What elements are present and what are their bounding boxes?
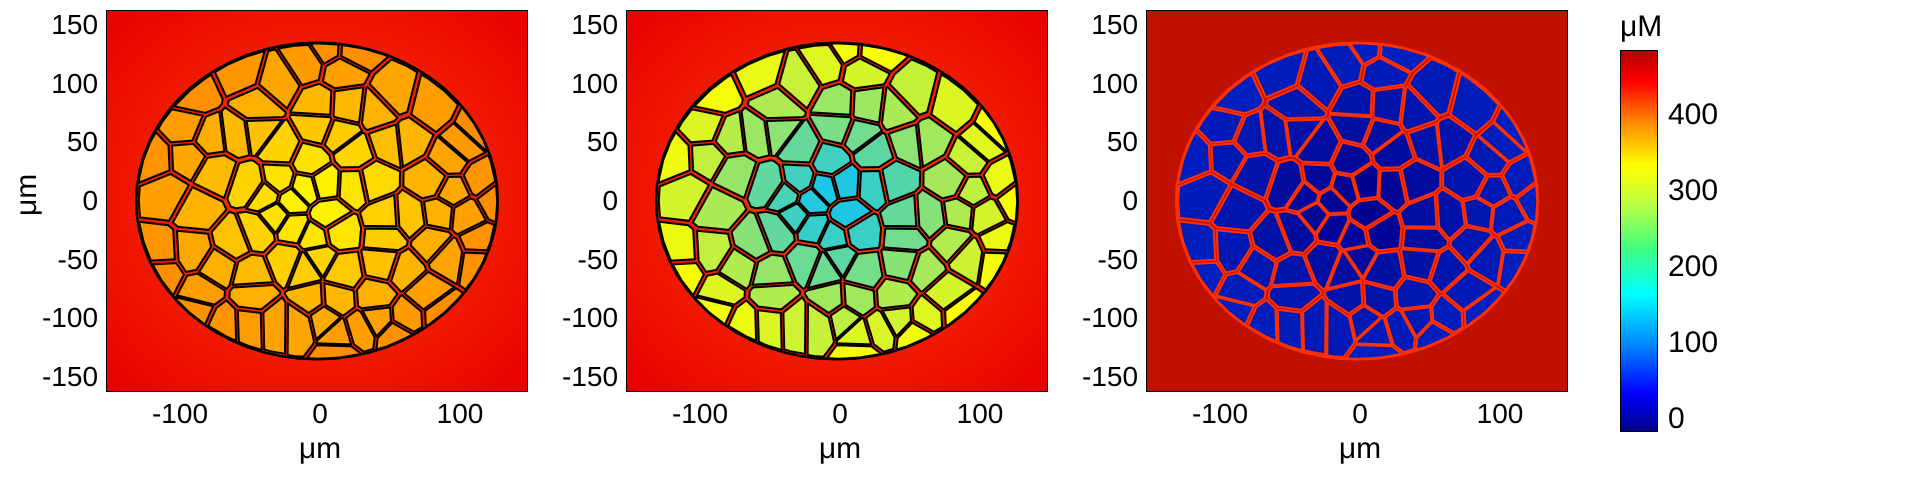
ytick: 0 bbox=[42, 187, 98, 215]
x-axis-ticks: -100 0 100 bbox=[1150, 398, 1570, 430]
cb-tick: 100 bbox=[1668, 328, 1718, 358]
x-axis-label: μm bbox=[819, 432, 861, 466]
ytick: -100 bbox=[1082, 304, 1138, 332]
plot-area bbox=[626, 10, 1048, 392]
ytick: 100 bbox=[1082, 70, 1138, 98]
colorbar-gradient bbox=[1620, 50, 1658, 432]
cb-tick: 300 bbox=[1668, 176, 1718, 206]
voronoi-svg bbox=[107, 11, 527, 391]
xtick: 0 bbox=[770, 398, 910, 430]
ytick: -50 bbox=[42, 246, 98, 274]
panel-3: 150 100 50 0 -50 -100 -150 -100 0 100 μm bbox=[1080, 10, 1570, 466]
voronoi-svg bbox=[1147, 11, 1567, 391]
cb-tick: 400 bbox=[1668, 100, 1718, 130]
ytick: -150 bbox=[42, 363, 98, 391]
cell bbox=[884, 229, 928, 251]
cb-tick: 200 bbox=[1668, 252, 1718, 282]
ytick: -100 bbox=[42, 304, 98, 332]
cell bbox=[1403, 228, 1448, 250]
ytick: 50 bbox=[1082, 128, 1138, 156]
ytick: -50 bbox=[562, 246, 618, 274]
xtick: 100 bbox=[1430, 398, 1570, 430]
cell bbox=[334, 87, 364, 122]
plot-area bbox=[106, 10, 528, 392]
ytick: 150 bbox=[42, 11, 98, 39]
ytick: -100 bbox=[562, 304, 618, 332]
x-axis-ticks: -100 0 100 bbox=[630, 398, 1050, 430]
xtick: -100 bbox=[110, 398, 250, 430]
panel-1: μm 150 100 50 0 -50 -100 -150 -100 0 100… bbox=[10, 10, 530, 466]
y-axis-ticks: 150 100 50 0 -50 -100 -150 bbox=[562, 11, 618, 391]
xtick: -100 bbox=[1150, 398, 1290, 430]
xtick: 0 bbox=[250, 398, 390, 430]
cell bbox=[1373, 87, 1404, 123]
cb-tick: 0 bbox=[1668, 404, 1718, 434]
colorbar-ticks: 400 300 200 100 0 bbox=[1668, 50, 1718, 430]
colorbar: μM 400 300 200 100 0 bbox=[1620, 10, 1718, 432]
figure: μm 150 100 50 0 -50 -100 -150 -100 0 100… bbox=[10, 10, 1718, 466]
cell bbox=[364, 229, 408, 251]
ytick: 100 bbox=[42, 70, 98, 98]
x-axis-label: μm bbox=[299, 432, 341, 466]
panel-2: 150 100 50 0 -50 -100 -150 -100 0 100 μm bbox=[560, 10, 1050, 466]
x-axis-ticks: -100 0 100 bbox=[110, 398, 530, 430]
ytick: 0 bbox=[562, 187, 618, 215]
y-axis-ticks: 150 100 50 0 -50 -100 -150 bbox=[42, 11, 98, 391]
xtick: -100 bbox=[630, 398, 770, 430]
xtick: 100 bbox=[390, 398, 530, 430]
plot-area bbox=[1146, 10, 1568, 392]
xtick: 100 bbox=[910, 398, 1050, 430]
cell bbox=[854, 87, 884, 122]
ytick: 100 bbox=[562, 70, 618, 98]
ytick: 50 bbox=[562, 128, 618, 156]
colorbar-unit-label: μM bbox=[1620, 10, 1662, 44]
ytick: -50 bbox=[1082, 246, 1138, 274]
y-axis-label: μm bbox=[10, 186, 44, 216]
ytick: 0 bbox=[1082, 187, 1138, 215]
ytick: 150 bbox=[562, 11, 618, 39]
voronoi-svg bbox=[627, 11, 1047, 391]
x-axis-label: μm bbox=[1339, 432, 1381, 466]
ytick: 50 bbox=[42, 128, 98, 156]
ytick: -150 bbox=[1082, 363, 1138, 391]
y-axis-ticks: 150 100 50 0 -50 -100 -150 bbox=[1082, 11, 1138, 391]
xtick: 0 bbox=[1290, 398, 1430, 430]
ytick: -150 bbox=[562, 363, 618, 391]
ytick: 150 bbox=[1082, 11, 1138, 39]
